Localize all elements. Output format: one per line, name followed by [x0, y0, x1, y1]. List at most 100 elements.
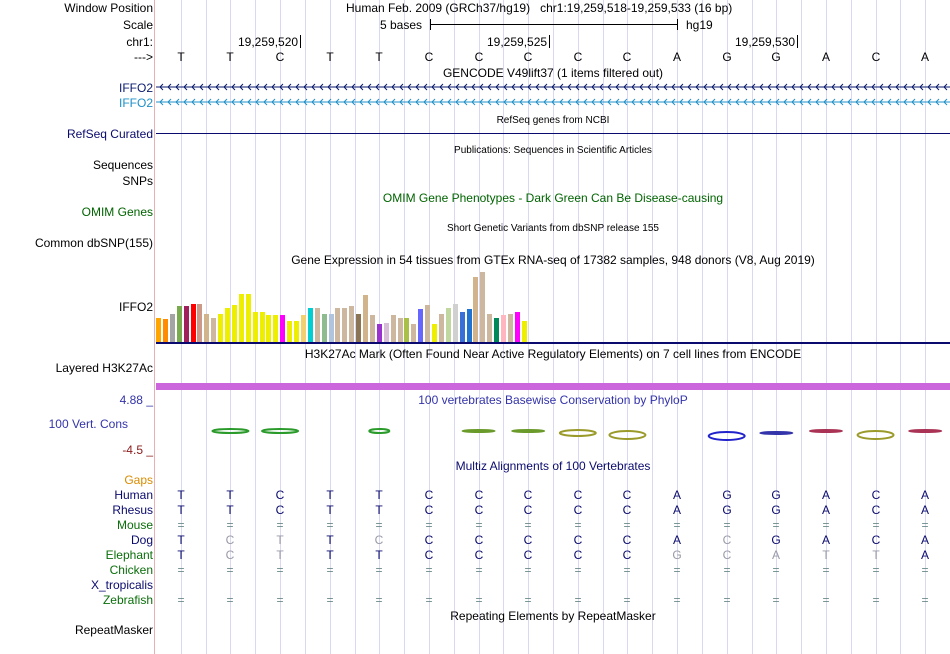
publications-snps-label[interactable]: SNPs [122, 174, 153, 188]
gtex-tissue-bar[interactable] [225, 308, 230, 342]
gtex-tissue-bar[interactable] [335, 308, 340, 342]
gtex-tissue-bar[interactable] [280, 315, 285, 342]
gtex-tissue-bar[interactable] [329, 314, 334, 342]
gtex-tissue-bar[interactable] [315, 308, 320, 342]
multiz-track-title[interactable]: Multiz Alignments of 100 Vertebrates [455, 459, 651, 473]
gtex-tissue-bar[interactable] [294, 321, 299, 342]
strand-arrow [767, 83, 772, 91]
strand-arrow [311, 83, 316, 91]
repeatmasker-track-label[interactable]: RepeatMasker [74, 623, 153, 637]
gtex-tissue-bar[interactable] [170, 314, 175, 342]
gtex-tissue-bar[interactable] [246, 294, 251, 342]
gtex-tissue-bar[interactable] [273, 315, 278, 342]
dbsnp-track-title[interactable]: Short Genetic Variants from dbSNP releas… [447, 223, 659, 234]
gtex-tissue-bar[interactable] [322, 314, 327, 342]
gtex-tissue-bar[interactable] [218, 314, 223, 342]
h3k27ac-track-label[interactable]: Layered H3K27Ac [55, 361, 153, 375]
gtex-gene-label[interactable]: IFFO2 [118, 300, 153, 314]
gtex-tissue-bar[interactable] [522, 321, 527, 342]
conservation-track-label[interactable]: 100 Vert. Cons [48, 417, 128, 431]
multiz-species-label[interactable]: Dog [130, 533, 153, 547]
conservation-plot[interactable] [156, 424, 950, 444]
strand-arrow [751, 98, 756, 106]
gtex-tissue-bar[interactable] [156, 318, 161, 342]
h3k27ac-track-title[interactable]: H3K27Ac Mark (Often Found Near Active Re… [304, 347, 802, 361]
gtex-tissue-bar[interactable] [453, 304, 458, 342]
gtex-tissue-bar[interactable] [467, 309, 472, 342]
multiz-species-label[interactable]: Elephant [105, 548, 153, 562]
alignment-base: T [177, 488, 185, 502]
gtex-tissue-bar[interactable] [301, 315, 306, 342]
h3k27ac-signal-band[interactable] [156, 383, 950, 390]
refseq-feature-line[interactable] [156, 133, 950, 134]
gtex-tissue-bar[interactable] [494, 318, 499, 342]
gencode-features[interactable] [156, 80, 950, 110]
gtex-tissue-bar[interactable] [418, 309, 423, 342]
gtex-tissue-bar[interactable] [501, 315, 506, 342]
gtex-tissue-bar[interactable] [184, 306, 189, 342]
gtex-tissue-bar[interactable] [177, 306, 182, 342]
gtex-tissue-bar[interactable] [253, 312, 258, 342]
gtex-tissue-bar[interactable] [163, 319, 168, 342]
gtex-tissue-bar[interactable] [411, 324, 416, 342]
repeatmasker-track-title[interactable]: Repeating Elements by RepeatMasker [450, 609, 656, 623]
multiz-species-label[interactable]: X_tropicalis [90, 578, 153, 592]
chrom-label[interactable]: chr1: [126, 35, 153, 49]
gtex-tissue-bar[interactable] [260, 312, 265, 342]
gtex-tissue-bar[interactable] [446, 308, 451, 342]
gtex-tissue-bar[interactable] [308, 308, 313, 342]
gtex-bar-chart[interactable] [156, 268, 556, 342]
strand-label[interactable]: ---> [134, 50, 153, 64]
publications-sequences-label[interactable]: Sequences [92, 158, 153, 172]
gtex-tissue-bar[interactable] [384, 323, 389, 342]
gencode-track-title[interactable]: GENCODE V49lift37 (1 items filtered out) [442, 66, 664, 80]
gtex-tissue-bar[interactable] [480, 272, 485, 342]
gtex-tissue-bar[interactable] [370, 315, 375, 342]
gtex-tissue-bar[interactable] [356, 314, 361, 342]
omim-track-label[interactable]: OMIM Genes [81, 205, 153, 219]
multiz-species-label[interactable]: Chicken [109, 563, 153, 577]
gtex-tissue-bar[interactable] [204, 314, 209, 342]
multiz-species-label[interactable]: Rhesus [112, 503, 153, 517]
gtex-tissue-bar[interactable] [432, 324, 437, 342]
gtex-tissue-bar[interactable] [460, 312, 465, 342]
conservation-track-title[interactable]: 100 vertebrates Basewise Conservation by… [418, 393, 688, 407]
refseq-track-title[interactable]: RefSeq genes from NCBI [496, 115, 610, 126]
gtex-tissue-bar[interactable] [398, 318, 403, 342]
refseq-track-label[interactable]: RefSeq Curated [66, 127, 153, 141]
gtex-tissue-bar[interactable] [391, 315, 396, 342]
gtex-tissue-bar[interactable] [197, 304, 202, 342]
gtex-track-title[interactable]: Gene Expression in 54 tissues from GTEx … [291, 253, 815, 267]
gtex-tissue-bar[interactable] [349, 306, 354, 342]
gencode-item-2-label[interactable]: IFFO2 [118, 96, 153, 110]
gtex-tissue-bar[interactable] [239, 294, 244, 342]
gtex-tissue-bar[interactable] [487, 314, 492, 342]
gtex-tissue-bar[interactable] [363, 295, 368, 342]
gtex-tissue-bar[interactable] [515, 312, 520, 342]
gtex-tissue-bar[interactable] [508, 314, 513, 342]
gtex-tissue-bar[interactable] [439, 314, 444, 342]
alignment-base: C [871, 488, 881, 502]
gtex-tissue-bar[interactable] [425, 305, 430, 342]
omim-track-title[interactable]: OMIM Gene Phenotypes - Dark Green Can Be… [382, 191, 724, 205]
gtex-tissue-bar[interactable] [232, 305, 237, 342]
multiz-species-label[interactable]: Human [114, 488, 153, 502]
gtex-tissue-bar[interactable] [191, 304, 196, 342]
window-position-label[interactable]: Window Position [64, 1, 153, 15]
multiz-species-label[interactable]: Zebrafish [102, 593, 153, 607]
dbsnp-track-label[interactable]: Common dbSNP(155) [34, 236, 153, 250]
gtex-tissue-bar[interactable] [211, 318, 216, 342]
gtex-tissue-bar[interactable] [404, 318, 409, 342]
gtex-tissue-bar[interactable] [266, 315, 271, 342]
gtex-tissue-bar[interactable] [377, 324, 382, 342]
gencode-item-1-label[interactable]: IFFO2 [118, 81, 153, 95]
gtex-tissue-bar[interactable] [342, 308, 347, 342]
scale-label[interactable]: Scale [122, 18, 153, 32]
publications-track-title[interactable]: Publications: Sequences in Scientific Ar… [454, 145, 652, 156]
gtex-tissue-bar[interactable] [287, 321, 292, 342]
strand-arrow [311, 98, 316, 106]
gtex-tissue-bar[interactable] [473, 277, 478, 342]
multiz-gaps-label[interactable]: Gaps [124, 473, 153, 487]
multiz-species-label[interactable]: Mouse [116, 518, 153, 532]
